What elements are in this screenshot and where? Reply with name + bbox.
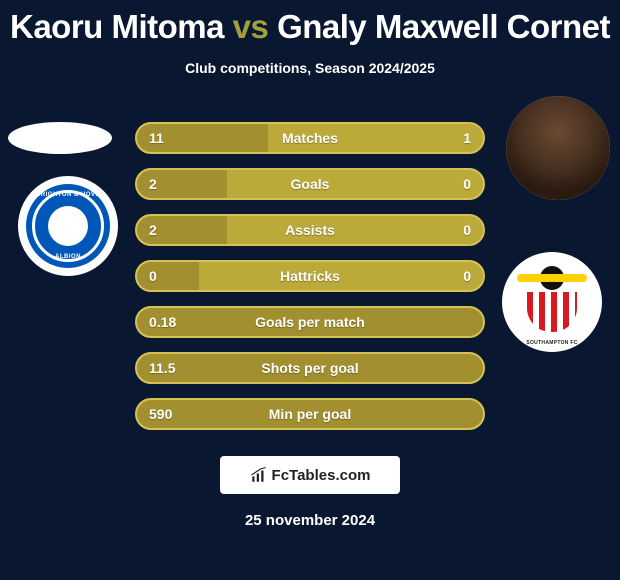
date-text: 25 november 2024 (0, 512, 620, 529)
chart-icon (250, 466, 268, 484)
stat-value-right: 1 (431, 130, 471, 146)
stat-row: 0Hattricks0 (135, 260, 485, 292)
stat-label: Goals per match (137, 314, 483, 330)
stat-row: 2Goals0 (135, 168, 485, 200)
stat-row: 2Assists0 (135, 214, 485, 246)
stat-value-right: 0 (431, 176, 471, 192)
stat-label: Min per goal (137, 406, 483, 422)
brand-text: FcTables.com (272, 467, 371, 484)
southampton-icon: SOUTHAMPTON FC (502, 252, 602, 352)
player1-club-logo: BRIGHTON & HOVE ALBION (18, 176, 118, 276)
club2-text: SOUTHAMPTON FC (502, 340, 602, 346)
scarf-icon (517, 274, 587, 282)
club1-text-bottom: ALBION (26, 254, 110, 260)
player1-name: Kaoru Mitoma (10, 8, 224, 45)
brighton-icon: BRIGHTON & HOVE ALBION (18, 176, 118, 276)
player2-name: Gnaly Maxwell Cornet (277, 8, 610, 45)
club1-text-top: BRIGHTON & HOVE (26, 192, 110, 198)
stat-value-right: 0 (431, 268, 471, 284)
comparison-title: Kaoru Mitoma vs Gnaly Maxwell Cornet (0, 0, 620, 46)
stats-list: 11Matches1 2Goals0 2Assists0 0Hattricks0 0.1… (135, 122, 485, 430)
vs-text: vs (233, 8, 269, 45)
stat-value-right: 0 (431, 222, 471, 238)
stripes-icon (527, 292, 577, 332)
player2-face-icon (506, 96, 610, 200)
subtitle: Club competitions, Season 2024/2025 (0, 60, 620, 76)
brand-badge: FcTables.com (220, 456, 400, 494)
brighton-inner-icon (48, 206, 88, 246)
stat-row: 0.18Goals per match (135, 306, 485, 338)
stat-label: Shots per goal (137, 360, 483, 376)
player2-club-logo: SOUTHAMPTON FC (502, 252, 602, 352)
stat-row: 590Min per goal (135, 398, 485, 430)
stat-row: 11.5Shots per goal (135, 352, 485, 384)
stat-row: 11Matches1 (135, 122, 485, 154)
player2-avatar (506, 96, 610, 200)
comparison-panel: BRIGHTON & HOVE ALBION SOUTHAMPTON FC 11… (0, 104, 620, 434)
player1-avatar (8, 122, 112, 154)
